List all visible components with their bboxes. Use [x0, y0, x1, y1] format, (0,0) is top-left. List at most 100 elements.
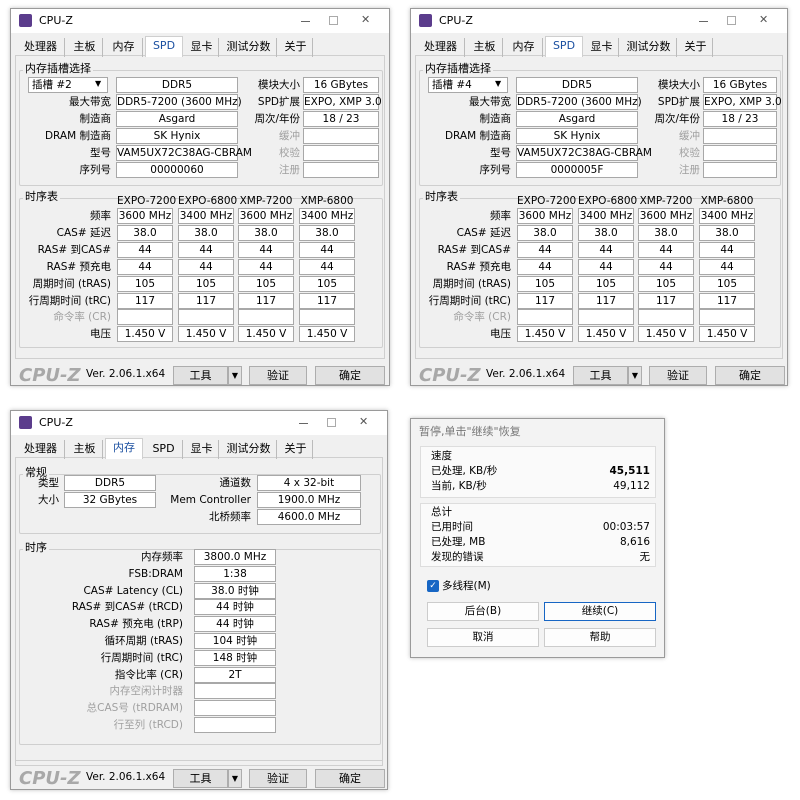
timing-value: 44: [638, 258, 694, 275]
tools-button[interactable]: 工具: [573, 366, 628, 385]
tab[interactable]: 主板: [67, 440, 103, 459]
stat-label: 当前, KB/秒: [431, 480, 487, 492]
timing-label: FSB:DRAM: [128, 567, 183, 580]
field-label: 模块大小: [658, 79, 700, 91]
tab[interactable]: 内存: [105, 38, 143, 57]
button[interactable]: 帮助: [544, 628, 656, 647]
timing-label: 电压: [490, 328, 511, 341]
timing-value: [578, 309, 634, 326]
tab[interactable]: 显卡: [585, 38, 619, 57]
tab[interactable]: 关于: [679, 38, 713, 57]
tab[interactable]: 测试分数: [621, 38, 677, 57]
timing-value: 117: [117, 292, 173, 309]
field-value: EXPO, XMP 3.0: [703, 94, 782, 110]
timing-value: 105: [299, 275, 355, 292]
general-group-label: 常规: [23, 466, 49, 480]
field-label: DRAM 制造商: [444, 130, 511, 142]
tab[interactable]: 内存: [505, 38, 543, 57]
validate-button[interactable]: 验证: [649, 366, 707, 385]
maximize-button[interactable]: [329, 16, 338, 25]
field-value: 18 / 23: [303, 111, 379, 127]
timing-value: 1:38: [194, 565, 276, 582]
tools-button[interactable]: 工具: [173, 366, 228, 385]
timing-value: 117: [699, 292, 755, 309]
field-value: DDR5: [116, 77, 238, 93]
validate-button[interactable]: 验证: [249, 769, 307, 788]
timing-label: CAS# 延迟: [456, 226, 511, 239]
tab[interactable]: 处理器: [417, 38, 465, 57]
tools-button[interactable]: 工具: [173, 769, 228, 788]
minimize-button[interactable]: [699, 21, 708, 22]
tab[interactable]: 主板: [467, 38, 503, 57]
close-button[interactable]: ✕: [759, 13, 769, 26]
tab[interactable]: SPD: [145, 440, 183, 459]
button[interactable]: 取消: [427, 628, 539, 647]
checkbox-label[interactable]: 多线程(M): [442, 580, 491, 592]
field-value: [703, 128, 777, 144]
timing-value: 3400 MHz: [578, 208, 634, 224]
field-value: 0000005F: [516, 162, 638, 178]
timing-value: 105: [578, 275, 634, 292]
tools-dropdown[interactable]: ▼: [228, 366, 242, 385]
tab[interactable]: 测试分数: [221, 38, 277, 57]
tab[interactable]: 关于: [279, 38, 313, 57]
timing-value: 1.450 V: [517, 326, 573, 343]
slot-group-label: 内存插槽选择: [423, 62, 493, 76]
timing-value: 105: [238, 275, 294, 292]
slot-select[interactable]: 插槽 #4: [428, 77, 508, 93]
stat-value: 无: [639, 551, 651, 563]
tools-dropdown[interactable]: ▼: [628, 366, 642, 385]
stat-value: 00:03:57: [602, 521, 650, 533]
close-button[interactable]: ✕: [359, 415, 369, 428]
timing-value: 38.0: [238, 224, 294, 241]
slot-group-label: 内存插槽选择: [23, 62, 93, 76]
maximize-button[interactable]: [727, 16, 736, 25]
field-value: SK Hynix: [116, 128, 238, 144]
slot-arrow[interactable]: ▼: [95, 79, 102, 88]
tab[interactable]: 处理器: [17, 440, 65, 459]
window: CPU-Z ✕ 处理器 主板 内存 SPD 显卡 测试分数 关于 内存插槽选择 插槽 #4 ▼ DDR5…: [410, 8, 788, 386]
tab[interactable]: 主板: [67, 38, 103, 57]
tab[interactable]: 显卡: [185, 440, 219, 459]
timing-label: RAS# 预充电: [46, 260, 111, 273]
field-label: SPD扩展: [257, 96, 300, 108]
column-header: XMP-7200: [239, 195, 293, 207]
checkbox[interactable]: ✓: [427, 580, 439, 592]
button[interactable]: 后台(B): [427, 602, 539, 621]
ok-button[interactable]: 确定: [315, 366, 385, 385]
tools-dropdown[interactable]: ▼: [228, 769, 242, 788]
tab[interactable]: 内存: [105, 438, 143, 459]
timing-label: 命令率 (CR): [453, 311, 511, 324]
timing-value: 1.450 V: [238, 326, 294, 343]
tab[interactable]: 测试分数: [221, 440, 277, 459]
ok-button[interactable]: 确定: [715, 366, 785, 385]
minimize-button[interactable]: [299, 423, 308, 424]
timing-value: 38.0: [699, 224, 755, 241]
ok-button[interactable]: 确定: [315, 769, 385, 788]
tab[interactable]: SPD: [145, 36, 183, 57]
logo: CPU-Z: [419, 365, 481, 386]
close-button[interactable]: ✕: [361, 13, 371, 26]
slot-select[interactable]: 插槽 #2: [28, 77, 108, 93]
column-header: EXPO-7200: [117, 195, 177, 207]
field-label: 校验: [279, 147, 300, 159]
validate-button[interactable]: 验证: [249, 366, 307, 385]
slot-group-box: [419, 70, 781, 186]
slot-arrow[interactable]: ▼: [495, 79, 502, 88]
window: CPU-Z ✕ 处理器 主板 内存 SPD 显卡 测试分数 关于 常规 类型 DDR5 大小 32 GBy…: [10, 410, 388, 790]
field-value: 4 x 32-bit: [257, 475, 361, 491]
timing-value: 105: [699, 275, 755, 292]
tab[interactable]: 关于: [279, 440, 313, 459]
button[interactable]: 继续(C): [544, 602, 656, 621]
field-value: [703, 145, 777, 161]
field-value: VAM5UX72C38AG-CBRAM: [516, 145, 652, 161]
field-value: VAM5UX72C38AG-CBRAM: [116, 145, 252, 161]
tab[interactable]: 处理器: [17, 38, 65, 57]
app-icon: [19, 14, 32, 27]
minimize-button[interactable]: [301, 21, 310, 22]
field-label: 最大带宽: [469, 96, 511, 108]
maximize-button[interactable]: [327, 418, 336, 427]
tab[interactable]: 显卡: [185, 38, 219, 57]
tab[interactable]: SPD: [545, 36, 583, 57]
